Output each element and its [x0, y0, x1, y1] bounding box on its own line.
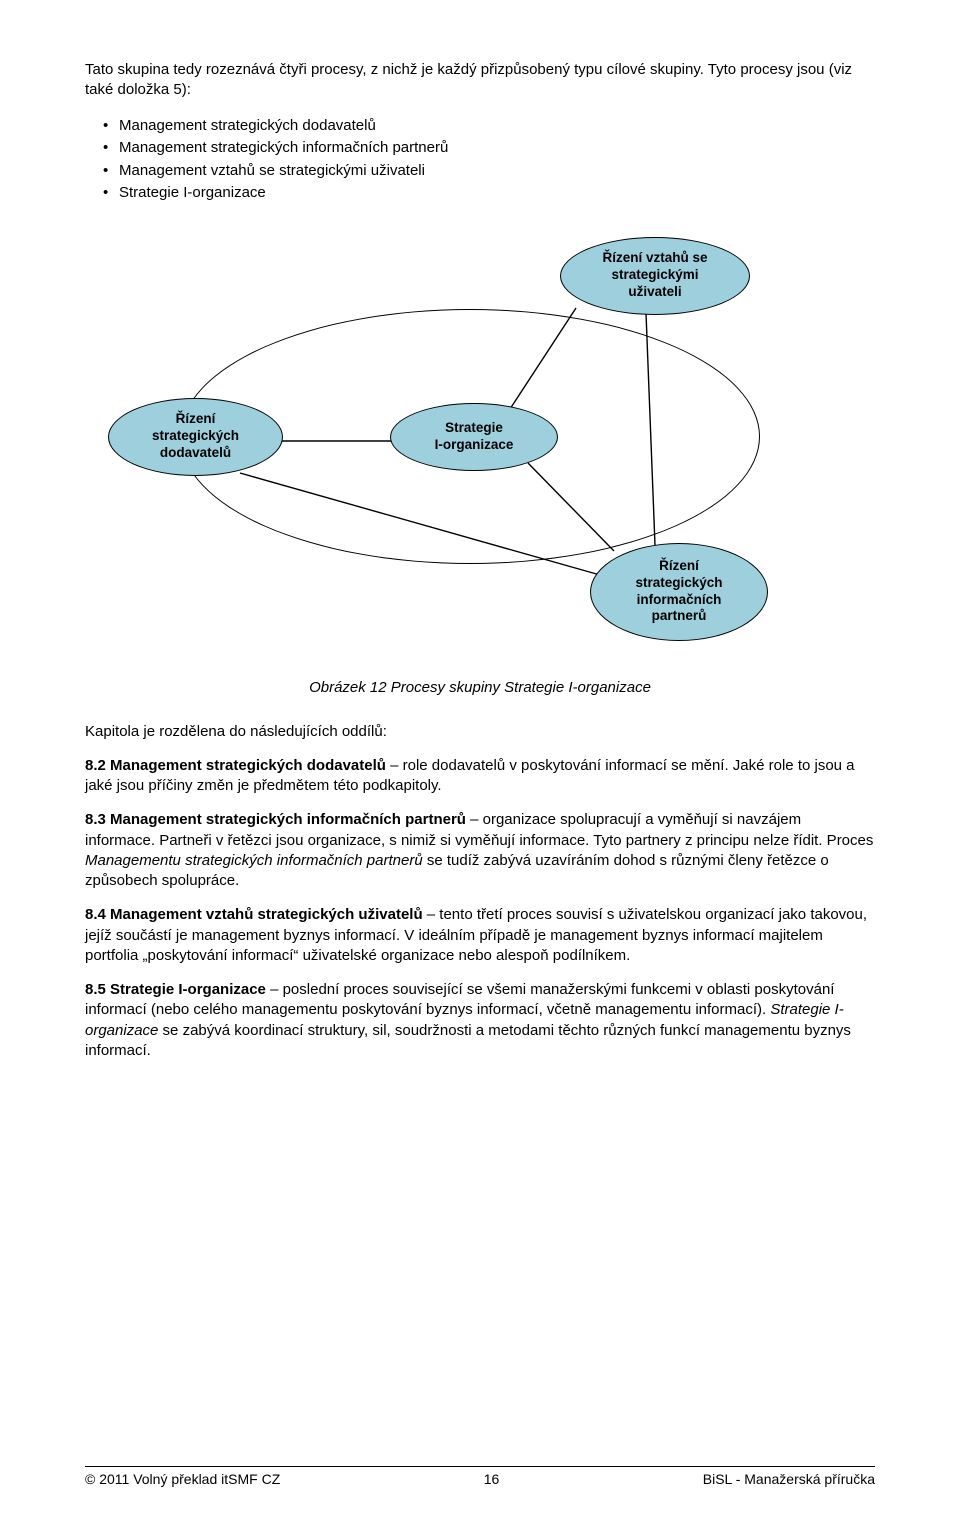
- footer-center: 16: [484, 1471, 500, 1487]
- process-bullet-list: Management strategických dodavatelů Mana…: [103, 115, 875, 205]
- section-heading: 8.2 Management strategických dodavatelů: [85, 757, 386, 774]
- intro-paragraph: Tato skupina tedy rozeznává čtyři proces…: [85, 60, 875, 101]
- section-heading: 8.5 Strategie I-organizace: [85, 981, 266, 998]
- diagram-node-center: StrategieI-organizace: [390, 403, 558, 471]
- list-item: Management vztahů se strategickými uživa…: [103, 160, 875, 183]
- node-label: StrategieI-organizace: [435, 420, 514, 454]
- section-8-5: 8.5 Strategie I-organizace – poslední pr…: [85, 980, 875, 1061]
- list-item: Management strategických informačních pa…: [103, 137, 875, 160]
- section-8-2: 8.2 Management strategických dodavatelů …: [85, 756, 875, 797]
- section-heading: 8.3 Management strategických informačníc…: [85, 811, 466, 828]
- list-item: Management strategických dodavatelů: [103, 115, 875, 138]
- section-8-3: 8.3 Management strategických informačníc…: [85, 810, 875, 891]
- list-item: Strategie I-organizace: [103, 182, 875, 205]
- strategy-diagram: Řízení vztahů sestrategickýmiuživateli Ř…: [90, 223, 870, 653]
- footer-right: BiSL - Manažerská příručka: [703, 1471, 875, 1487]
- section-heading: 8.4 Management vztahů strategických uživ…: [85, 906, 423, 923]
- diagram-node-top: Řízení vztahů sestrategickýmiuživateli: [560, 237, 750, 315]
- section-italic: Managementu strategických informačních p…: [85, 852, 423, 869]
- figure-caption: Obrázek 12 Procesy skupiny Strategie I-o…: [85, 679, 875, 696]
- node-label: Řízenístrategickýchinformačníchpartnerů: [635, 558, 722, 626]
- node-label: Řízení vztahů sestrategickýmiuživateli: [602, 250, 707, 301]
- document-page: Tato skupina tedy rozeznává čtyři proces…: [0, 0, 960, 1517]
- diagram-node-left: Řízenístrategickýchdodavatelů: [108, 398, 283, 476]
- sections-lead-in: Kapitola je rozdělena do následujících o…: [85, 722, 875, 742]
- footer-left: © 2011 Volný překlad itSMF CZ: [85, 1471, 280, 1487]
- page-footer: © 2011 Volný překlad itSMF CZ 16 BiSL - …: [85, 1466, 875, 1487]
- section-body: se zabývá koordinací struktury, sil, sou…: [85, 1022, 851, 1059]
- section-8-4: 8.4 Management vztahů strategických uživ…: [85, 905, 875, 966]
- node-label: Řízenístrategickýchdodavatelů: [152, 411, 239, 462]
- diagram-node-bottom: Řízenístrategickýchinformačníchpartnerů: [590, 543, 768, 641]
